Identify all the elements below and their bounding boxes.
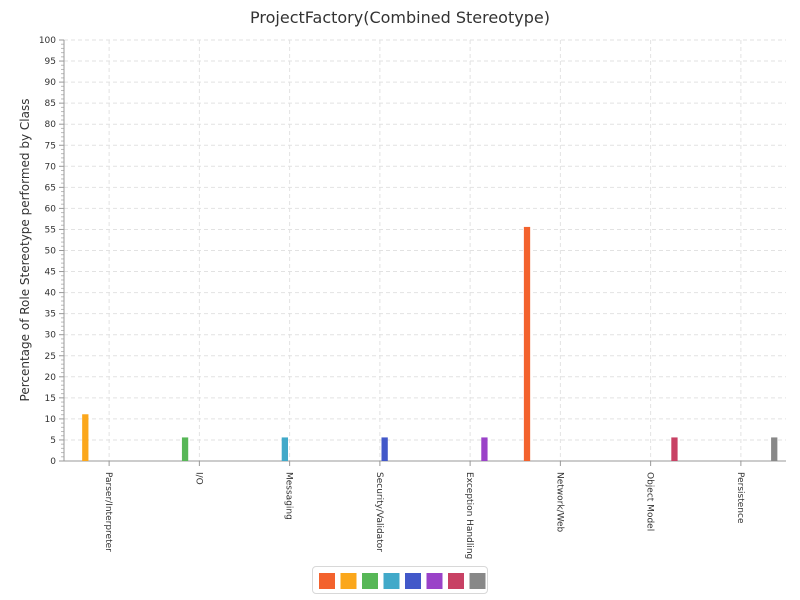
legend-swatch — [448, 573, 464, 589]
bar — [281, 437, 289, 461]
y-tick-label: 25 — [45, 352, 56, 362]
bar — [671, 437, 678, 461]
y-tick-label: 5 — [50, 436, 56, 446]
legend-swatches — [319, 573, 486, 589]
y-tick-label: 10 — [45, 415, 57, 425]
y-tick-label: 65 — [45, 183, 56, 193]
y-tick-label: 55 — [45, 225, 56, 235]
y-tick-label: 80 — [45, 120, 57, 130]
chart-title: ProjectFactory(Combined Stereotype) — [250, 8, 550, 27]
y-tick-label: 15 — [45, 394, 56, 404]
y-tick-label: 30 — [45, 331, 57, 341]
x-tick-label: Parser/Interpreter — [103, 472, 113, 552]
y-tick-label: 70 — [45, 162, 57, 172]
legend-swatch — [362, 573, 378, 589]
bar — [771, 437, 778, 461]
bar — [82, 414, 89, 461]
x-tick-label: Network/Web — [554, 472, 564, 533]
y-tick-label: 95 — [45, 57, 56, 67]
y-tick-label: 85 — [45, 99, 56, 109]
y-tick-label: 100 — [39, 36, 56, 46]
y-tick-label: 40 — [45, 289, 57, 299]
x-tick-label: Messaging — [284, 472, 294, 520]
y-tick-label: 35 — [45, 310, 56, 320]
y-axis-label: Percentage of Role Stereotype performed … — [18, 99, 32, 402]
y-tick-label: 90 — [45, 78, 57, 88]
bars — [82, 226, 778, 461]
x-tick-label: Security/Validator — [374, 472, 384, 552]
axes: 0 5 10 15 20 25 30 35 40 45 50 55 60 65 70 75 80 85 90 95 10… — [39, 36, 786, 467]
legend-swatch — [469, 573, 486, 589]
bar — [481, 437, 488, 461]
legend-swatch — [383, 573, 400, 589]
y-tick-label: 50 — [45, 247, 57, 257]
legend — [312, 566, 488, 594]
y-tick-label: 75 — [45, 141, 56, 151]
y-tick-label: 60 — [45, 204, 57, 214]
x-tick-label: Exception Handling — [464, 472, 474, 559]
legend-swatch — [405, 573, 421, 589]
grid — [64, 39, 786, 461]
legend-swatch — [319, 573, 335, 589]
bar — [181, 437, 189, 461]
category-labels: Parser/Interpreter I/O Messaging Security/V… — [103, 472, 745, 559]
x-tick-label: Persistence — [735, 472, 745, 524]
legend-swatch — [340, 573, 357, 589]
x-tick-label: Object Model — [645, 472, 655, 531]
legend-swatch — [426, 573, 443, 589]
bar — [381, 437, 388, 461]
y-tick-label: 45 — [45, 268, 56, 278]
x-tick-label: I/O — [193, 472, 203, 485]
y-tick-label: 20 — [45, 373, 57, 383]
bar — [523, 226, 531, 461]
y-tick-label: 0 — [50, 457, 56, 467]
